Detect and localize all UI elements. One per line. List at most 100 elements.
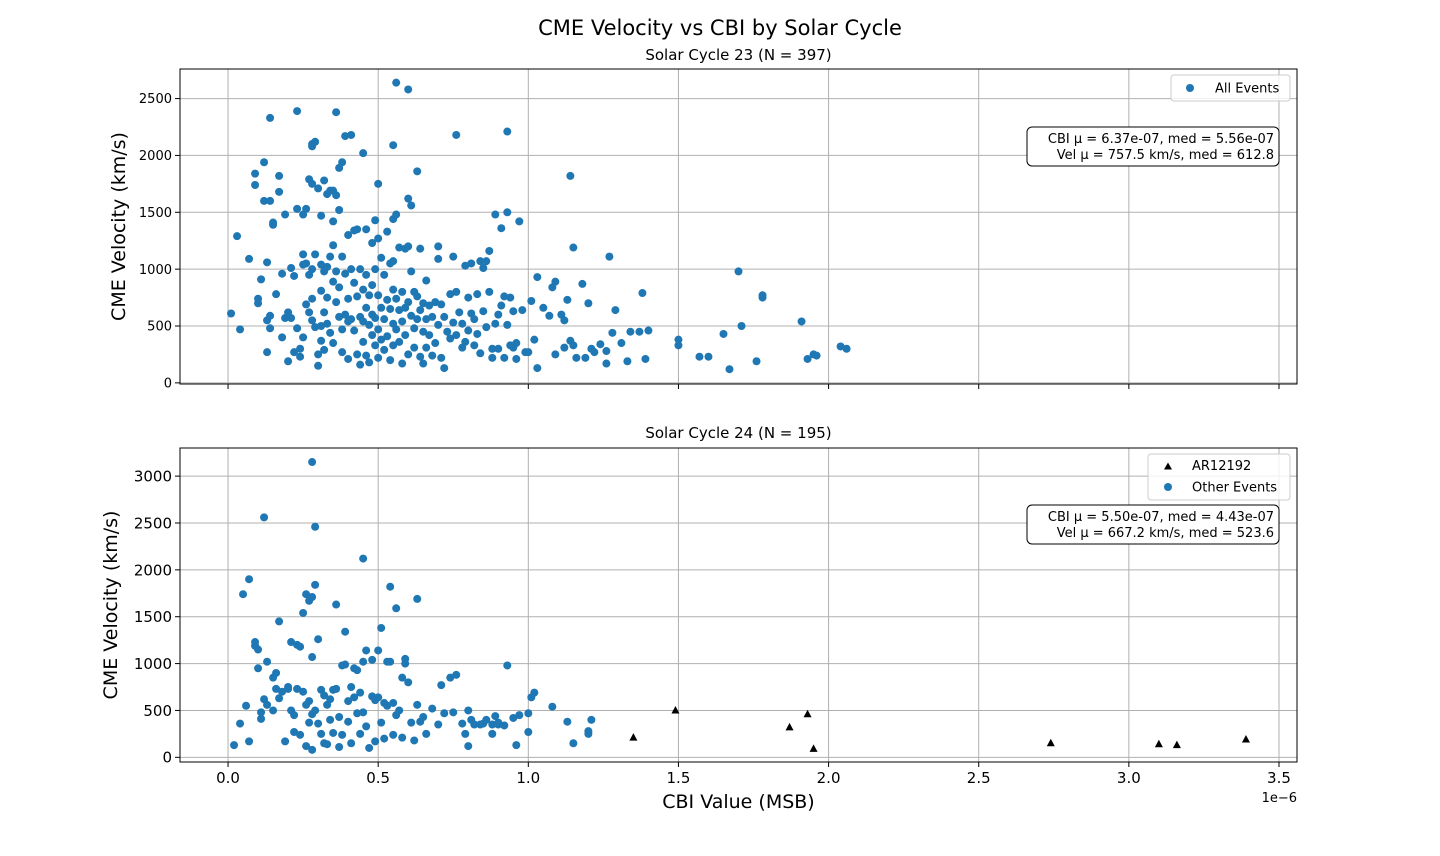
event-point — [443, 327, 452, 336]
event-point — [245, 254, 254, 263]
event-point — [254, 664, 263, 673]
event-point — [473, 290, 482, 299]
event-point — [533, 273, 542, 282]
event-point — [512, 741, 521, 750]
event-point — [308, 179, 317, 188]
event-point — [458, 719, 467, 728]
event-point — [464, 326, 473, 335]
event-point — [302, 259, 311, 268]
event-point — [494, 310, 503, 319]
event-point — [362, 722, 371, 731]
event-point — [350, 693, 359, 702]
event-point — [296, 344, 305, 353]
event-point — [311, 250, 320, 259]
x-tick-label: 2.5 — [967, 769, 991, 787]
event-point — [371, 265, 380, 274]
event-point — [314, 719, 323, 728]
event-point — [374, 234, 383, 243]
event-point — [323, 262, 332, 271]
panel-cycle24-points — [230, 458, 1250, 754]
event-point — [290, 271, 299, 280]
event-point — [386, 657, 395, 666]
event-point — [404, 678, 413, 687]
event-point — [485, 246, 494, 255]
event-point — [311, 522, 320, 531]
event-point — [287, 638, 296, 647]
event-point — [335, 312, 344, 321]
event-point — [605, 252, 614, 261]
event-point — [674, 335, 683, 344]
event-point — [326, 252, 335, 261]
panel-cycle24-frame — [179, 447, 1298, 763]
event-point — [641, 354, 650, 363]
event-point — [452, 331, 461, 340]
event-point — [674, 341, 683, 350]
event-point — [368, 238, 377, 247]
y-tick-label: 3000 — [134, 468, 172, 486]
event-point — [428, 312, 437, 321]
panel-cycle24-stats-line2: Vel μ = 667.2 km/s, med = 523.6 — [1057, 526, 1274, 541]
event-point — [383, 295, 392, 304]
event-point — [293, 684, 302, 693]
event-point — [329, 277, 338, 286]
event-point — [344, 697, 353, 706]
event-point — [314, 184, 323, 193]
legend-all-events-label: All Events — [1215, 82, 1279, 97]
event-point — [812, 351, 821, 360]
event-point — [314, 350, 323, 359]
event-point — [482, 323, 491, 332]
event-point — [317, 286, 326, 295]
event-point — [341, 132, 350, 141]
event-point — [512, 339, 521, 348]
event-point — [266, 311, 275, 320]
event-point — [797, 317, 806, 326]
event-point — [263, 657, 272, 666]
event-point — [296, 642, 305, 651]
event-point — [302, 742, 311, 751]
event-point — [257, 708, 266, 717]
event-point — [272, 290, 281, 299]
panel-cycle24-legend: AR12192 Other Events — [1147, 453, 1291, 501]
event-point — [440, 312, 449, 321]
event-point — [332, 600, 341, 609]
legend-other-events-label: Other Events — [1192, 481, 1277, 496]
event-point — [503, 208, 512, 217]
ar12192-point — [671, 705, 680, 714]
panel-cycle23-stats: CBI μ = 6.37e-07, med = 5.56e-07 Vel μ =… — [1026, 126, 1280, 167]
event-point — [317, 322, 326, 331]
event-point — [539, 303, 548, 312]
event-point — [368, 655, 377, 664]
event-point — [416, 244, 425, 253]
event-point — [371, 737, 380, 746]
event-point — [644, 326, 653, 335]
event-point — [464, 706, 473, 715]
panel-cycle23-yaxis: 0 500 1000 1500 2000 2500 — [139, 92, 180, 392]
event-point — [563, 717, 572, 726]
event-point — [338, 252, 347, 261]
event-point — [410, 343, 419, 352]
event-point — [356, 360, 365, 369]
event-point — [332, 191, 341, 200]
event-point — [584, 299, 593, 308]
event-point — [551, 277, 560, 286]
event-point — [470, 315, 479, 324]
event-point — [323, 293, 332, 302]
event-point — [842, 344, 851, 353]
event-point — [338, 325, 347, 334]
event-point — [413, 594, 422, 603]
event-point — [404, 350, 413, 359]
event-point — [386, 304, 395, 313]
panel-cycle23-title: Solar Cycle 23 (N = 397) — [645, 46, 831, 64]
event-point — [257, 714, 266, 723]
event-point — [332, 267, 341, 276]
event-point — [380, 315, 389, 324]
event-point — [377, 335, 386, 344]
event-point — [491, 319, 500, 328]
event-point — [254, 645, 263, 654]
event-point — [365, 291, 374, 300]
event-point — [407, 267, 416, 276]
event-point — [380, 345, 389, 354]
event-point — [287, 314, 296, 323]
event-point — [512, 354, 521, 363]
event-point — [407, 201, 416, 210]
